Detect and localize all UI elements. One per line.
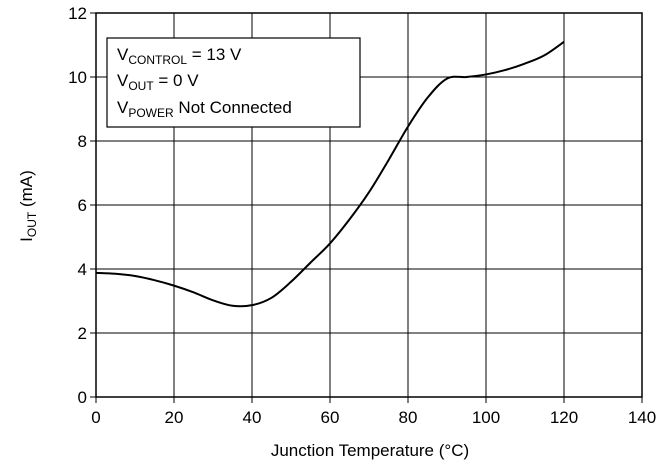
x-tick-labels: 0 20 40 60 80 100 120 140: [91, 408, 656, 427]
x-tick-label: 40: [243, 408, 262, 427]
annotation-line-3: VPOWER Not Connected: [117, 98, 292, 120]
y-tick-label: 2: [78, 324, 87, 343]
y-tick-label: 4: [78, 260, 87, 279]
annotation-box: VCONTROL = 13 V VOUT = 0 V VPOWER Not Co…: [106, 37, 361, 128]
y-tick-label: 12: [68, 4, 87, 23]
y-tick-label: 6: [78, 196, 87, 215]
x-tick-label: 20: [165, 408, 184, 427]
y-tick-labels: 0 2 4 6 8 10 12: [68, 4, 87, 407]
x-tick-label: 60: [321, 408, 340, 427]
y-tick-label: 10: [68, 68, 87, 87]
plot-frame: [95, 12, 643, 398]
annotation-frame: [106, 37, 361, 128]
y-tick-label: 0: [78, 388, 87, 407]
x-tick-label: 120: [550, 408, 578, 427]
x-tick-label: 100: [472, 408, 500, 427]
series-line: [95, 40, 565, 308]
y-axis-title: IOUT (mA): [17, 170, 39, 242]
x-tick-label: 140: [628, 408, 656, 427]
y-tick-label: 8: [78, 132, 87, 151]
annotation-line-1: VCONTROL = 13 V: [117, 45, 242, 67]
x-tick-label: 80: [399, 408, 418, 427]
annotation-line-2: VOUT = 0 V: [117, 71, 199, 93]
x-tick-label: 0: [91, 408, 100, 427]
grid: [90, 12, 643, 403]
x-axis-title: Junction Temperature (°C): [271, 441, 469, 460]
